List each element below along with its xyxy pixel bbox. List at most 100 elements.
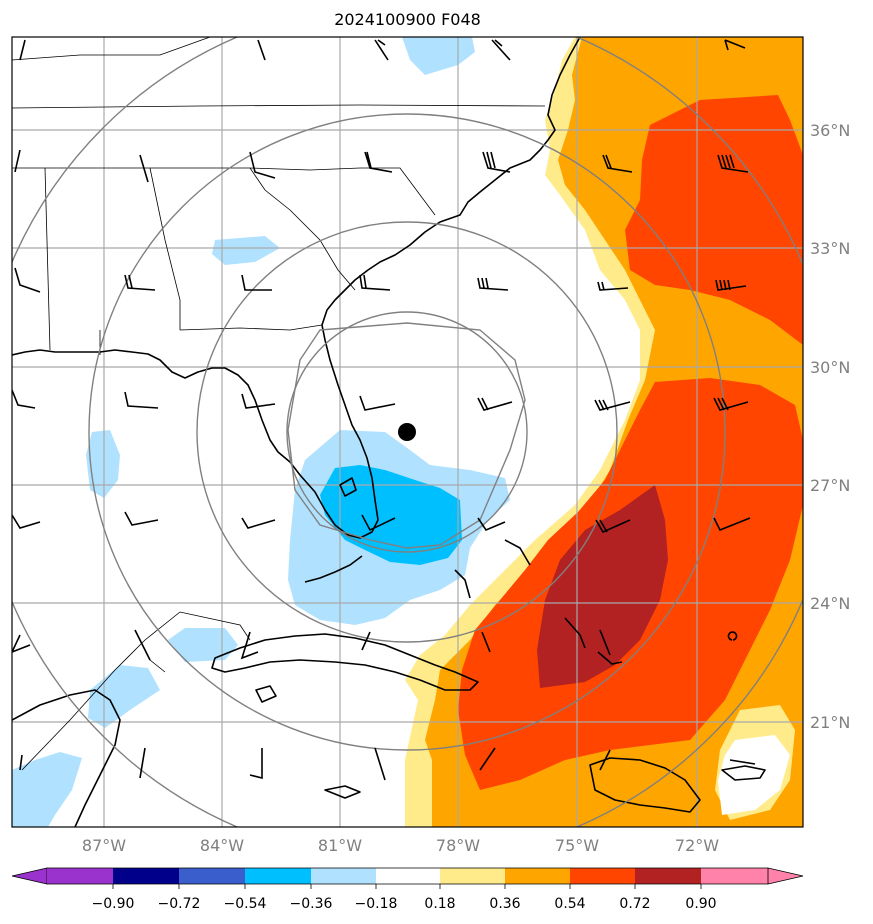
wind-barb xyxy=(717,154,749,173)
wind-barb xyxy=(724,39,746,51)
cuba xyxy=(211,633,479,691)
colorbar-swatch xyxy=(376,868,440,884)
wind-barb xyxy=(491,39,511,61)
colorbar: −0.90 −0.72 −0.54 −0.36 −0.18 0.18 0.36 … xyxy=(11,867,804,912)
range-ring-2 xyxy=(196,221,618,643)
wind-barb xyxy=(713,517,751,532)
bahamas-3 xyxy=(564,617,586,649)
range-ring-3 xyxy=(88,113,726,751)
colorbar-label: 0.18 xyxy=(424,896,455,912)
wind-barb xyxy=(361,514,396,532)
wind-barb xyxy=(14,149,21,173)
contour-light-blue-gulf xyxy=(86,430,120,498)
contour-white-pocket xyxy=(718,735,790,815)
wind-barb xyxy=(241,517,276,529)
wind-barb xyxy=(729,759,756,765)
colorbar-label: 0.36 xyxy=(489,896,520,912)
wind-barb xyxy=(241,274,272,291)
us-east-coast xyxy=(12,37,581,539)
wind-barb xyxy=(249,748,263,780)
puerto-rico xyxy=(721,765,766,781)
wind-barb xyxy=(124,391,159,409)
wind-barb xyxy=(364,151,393,173)
colorbar-extend-low xyxy=(11,867,48,885)
wind-barb xyxy=(124,274,156,291)
lon-label: 84°W xyxy=(200,836,244,855)
colorbar-swatch xyxy=(311,868,376,884)
contour-light-blue-yucatan2 xyxy=(88,665,160,728)
lake-okeechobee xyxy=(339,477,357,497)
map-frame xyxy=(11,36,804,828)
colorbar-label: −0.72 xyxy=(158,896,201,912)
colorbar-label: −0.54 xyxy=(224,896,267,912)
colorbar-extend-high xyxy=(767,867,804,885)
wind-barb xyxy=(477,277,509,291)
wind-barb xyxy=(139,747,146,779)
lat-label: 24°N xyxy=(810,594,850,613)
lat-label: 36°N xyxy=(810,121,850,140)
colorbar-swatch xyxy=(245,868,311,884)
jamaica xyxy=(324,785,361,799)
colorbar-label: 0.54 xyxy=(554,896,585,912)
cozumel xyxy=(255,685,277,703)
contour-red-orange-north xyxy=(625,95,803,345)
wind-barb xyxy=(479,747,496,771)
coastlines xyxy=(12,37,766,827)
range-rings xyxy=(12,37,803,827)
hispaniola xyxy=(589,757,701,813)
filled-contours xyxy=(12,37,803,827)
latitude-labels: 36°N 33°N 30°N 27°N 24°N 21°N xyxy=(810,121,850,732)
wind-barb xyxy=(19,39,26,61)
colorbar-label: −0.90 xyxy=(92,896,135,912)
wind-barb xyxy=(599,749,611,771)
wind-barb xyxy=(12,514,41,529)
colorbar-label: −0.36 xyxy=(290,896,333,912)
lat-label: 33°N xyxy=(810,239,850,258)
wind-barb xyxy=(482,151,511,173)
colorbar-label: 0.72 xyxy=(619,896,650,912)
bahamas-2 xyxy=(504,539,531,566)
wind-barb xyxy=(249,151,276,179)
wind-barb xyxy=(713,397,749,411)
colorbar-swatch xyxy=(179,868,245,884)
lon-label: 72°W xyxy=(675,836,719,855)
wind-barb xyxy=(240,631,259,660)
map-title: 2024100900 F048 xyxy=(334,10,481,29)
colorbar-label: −0.18 xyxy=(355,896,398,912)
wind-barb xyxy=(374,747,386,781)
wind-barb xyxy=(481,631,491,653)
lon-label: 87°W xyxy=(82,836,126,855)
lon-label: 75°W xyxy=(555,836,599,855)
wind-barb xyxy=(124,511,159,526)
map-area xyxy=(12,37,803,827)
wind-barb xyxy=(359,395,396,411)
contour-light-blue-sw xyxy=(12,752,82,827)
colorbar-swatch xyxy=(440,868,505,884)
wind-barb xyxy=(595,519,631,534)
lat-label: 30°N xyxy=(810,358,850,377)
contour-light-blue-ga xyxy=(212,236,280,265)
colorbar-swatch xyxy=(635,868,701,884)
colorbar-swatch xyxy=(47,868,113,884)
contour-light-blue-ne xyxy=(402,37,475,75)
wind-barb xyxy=(241,393,276,409)
colorbar-swatch xyxy=(570,868,635,884)
lat-label: 27°N xyxy=(810,476,850,495)
wind-barb xyxy=(599,629,611,656)
yucatan xyxy=(12,689,121,827)
contour-light-blue-yucatan1 xyxy=(168,628,238,662)
lon-label: 78°W xyxy=(436,836,480,855)
range-ring-1 xyxy=(286,311,528,553)
longitude-labels: 87°W 84°W 81°W 78°W 75°W 72°W xyxy=(82,836,719,855)
lat-label: 21°N xyxy=(810,713,850,732)
wind-barb xyxy=(477,517,506,531)
range-ring-polygon xyxy=(287,322,526,549)
gridlines xyxy=(12,37,803,827)
colorbar-label: 0.90 xyxy=(685,896,716,912)
colorbar-swatch xyxy=(701,868,768,884)
wind-barb xyxy=(257,39,266,61)
wind-barb xyxy=(361,631,371,651)
contour-dark-red xyxy=(537,485,668,688)
wind-barb xyxy=(359,274,391,291)
